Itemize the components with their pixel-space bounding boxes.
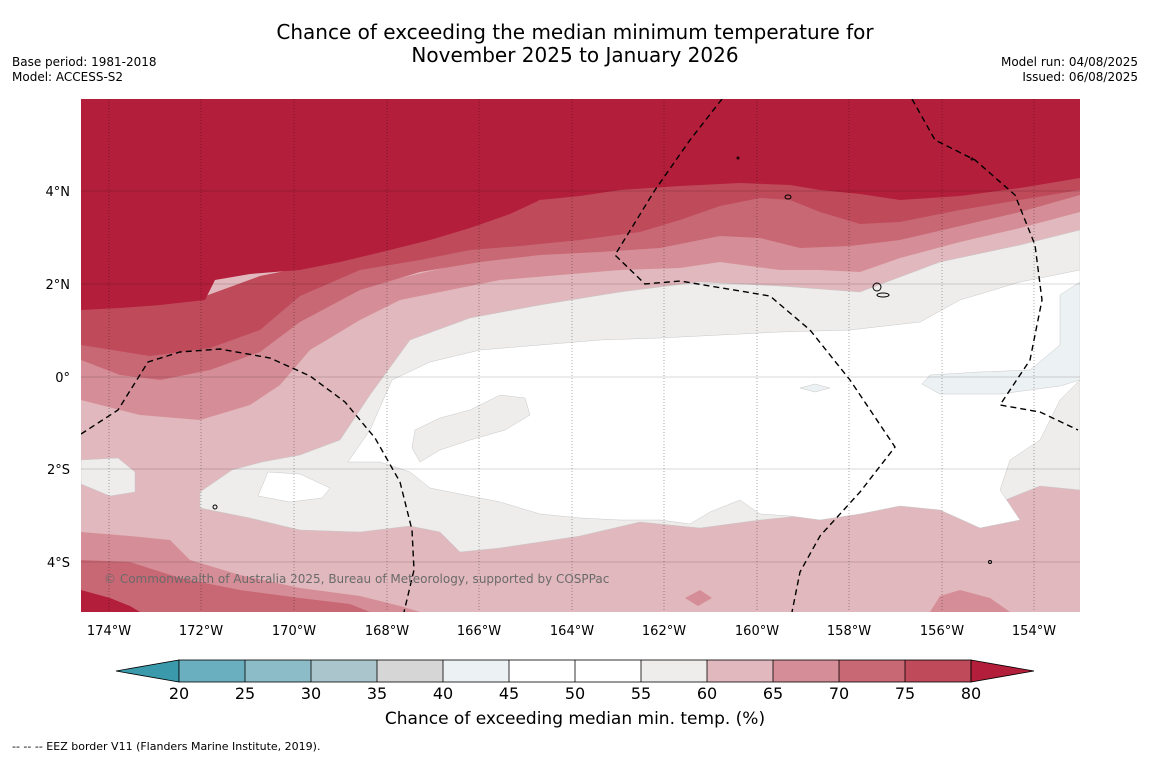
island-shape	[988, 560, 992, 564]
colorbar-segment-35-40	[377, 660, 443, 682]
colorbar-segment-50-55	[575, 660, 641, 682]
lon-tick-label: 156°W	[920, 624, 964, 639]
lon-tick-label: 162°W	[642, 624, 686, 639]
band-70-75	[81, 178, 1080, 380]
colorbar-segment-20-25	[179, 660, 245, 682]
colorbar-tick-label: 25	[235, 684, 255, 703]
island-shape	[970, 157, 974, 161]
colorbar-tick-label: 30	[301, 684, 321, 703]
model-name: Model: ACCESS-S2	[12, 70, 124, 84]
probability-map	[81, 99, 1080, 612]
title-line-1: Chance of exceeding the median minimum t…	[276, 20, 874, 44]
latitude-gridlines	[81, 190, 1080, 563]
colorbar-tick-label: 60	[697, 684, 717, 703]
island-shape	[212, 504, 218, 510]
colorbar-extend-high	[970, 659, 1035, 683]
island-shape	[736, 156, 740, 160]
colorbar-tick-label: 45	[499, 684, 519, 703]
band-40-45	[921, 281, 1080, 395]
issued-date: Issued: 06/08/2025	[1022, 70, 1138, 84]
colorbar-tick-label: 65	[763, 684, 783, 703]
colorbar-segment-70-75	[839, 660, 905, 682]
colorbar-segment-65-70	[773, 660, 839, 682]
lon-tick-label: 160°W	[735, 624, 779, 639]
band-55-60-island	[411, 394, 531, 463]
band-40-45-small	[799, 383, 831, 393]
colorbar-tick-label: 80	[961, 684, 981, 703]
lon-tick-label: 170°W	[272, 624, 316, 639]
colorbar-segment-60-65	[707, 660, 773, 682]
eez-borders	[81, 99, 1079, 612]
island-shape	[784, 194, 792, 200]
base-period: Base period: 1981-2018	[12, 55, 157, 69]
colorbar-extend-low	[115, 659, 180, 683]
colorbar-tick-label: 50	[565, 684, 585, 703]
islands	[212, 156, 992, 564]
lat-tick-label: 2°N	[46, 278, 71, 293]
lon-tick-label: 164°W	[550, 624, 594, 639]
title-line-2: November 2025 to January 2026	[411, 43, 739, 67]
lon-tick-label: 172°W	[179, 624, 223, 639]
lon-tick-label: 168°W	[365, 624, 409, 639]
band-65-70-southeast	[930, 590, 1010, 612]
lat-tick-label: 0°	[55, 371, 70, 386]
eez-border-west	[81, 348, 415, 612]
band-above-80	[81, 99, 1080, 310]
colorbar-tick-label: 20	[169, 684, 189, 703]
island-shape	[876, 292, 890, 298]
latitude-tick-labels: 4°N 2°N 0° 2°S 4°S	[46, 185, 71, 571]
colorbar-title: Chance of exceeding median min. temp. (%…	[384, 709, 766, 729]
colorbar-segment-40-45	[443, 660, 509, 682]
colorbar-tick-label: 35	[367, 684, 387, 703]
lon-tick-label: 158°W	[827, 624, 871, 639]
band-70-75-south	[81, 560, 370, 612]
lat-tick-label: 4°N	[46, 185, 71, 200]
lon-tick-label: 166°W	[457, 624, 501, 639]
colorbar-tick-label: 75	[895, 684, 915, 703]
colorbar-tick-label: 40	[433, 684, 453, 703]
band-45-55	[347, 269, 1080, 529]
lat-tick-label: 2°S	[47, 463, 70, 478]
eez-border-central	[614, 99, 896, 612]
eez-footnote: -- -- -- EEZ border V11 (Flanders Marine…	[12, 740, 321, 753]
colorbar-segment-45-50	[509, 660, 575, 682]
lat-tick-label: 4°S	[47, 556, 70, 571]
longitude-tick-labels: 174°W 172°W 170°W 168°W 166°W 164°W 162°…	[87, 624, 1056, 639]
lon-tick-label: 154°W	[1012, 624, 1056, 639]
colorbar-segment-30-35	[311, 660, 377, 682]
colorbar: 20 25 30 35 40 45 50 55 60 65 70 75 80	[115, 659, 1035, 703]
colorbar-segment-25-30	[245, 660, 311, 682]
island-shape	[872, 282, 882, 292]
colorbar-segment-55-60	[641, 660, 707, 682]
band-65-70-spot	[685, 590, 712, 606]
lon-tick-label: 174°W	[87, 624, 131, 639]
band-above-80-south	[81, 590, 140, 612]
band-55-60-west	[81, 457, 136, 497]
colorbar-tick-label: 55	[631, 684, 651, 703]
colorbar-tick-label: 70	[829, 684, 849, 703]
model-run: Model run: 04/08/2025	[1000, 55, 1138, 69]
colorbar-segment-75-80	[905, 660, 971, 682]
copyright-notice: © Commonwealth of Australia 2025, Bureau…	[104, 572, 610, 586]
